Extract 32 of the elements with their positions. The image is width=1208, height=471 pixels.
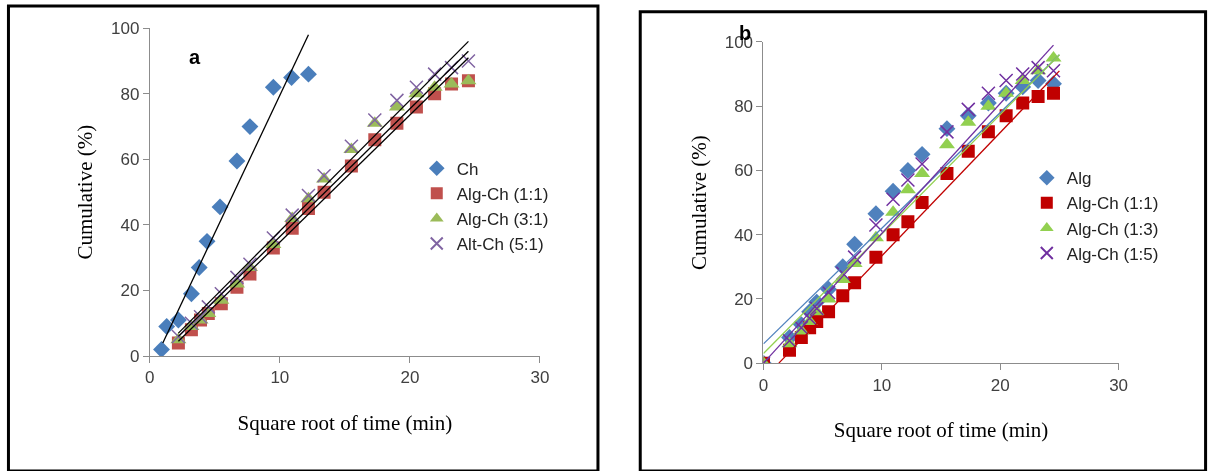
legend-label: Alt-Ch (5:1) [456, 235, 544, 255]
x-axis-title: Square root of time (min) [833, 417, 1049, 442]
y-axis-title: Cumulative (%) [686, 135, 711, 270]
legend-label: Ch [456, 159, 479, 179]
x-tick-label: 10 [270, 368, 290, 388]
y-tick-label: 20 [120, 281, 140, 301]
x-tick-label: 30 [530, 368, 550, 388]
x-tick-label: 0 [758, 375, 769, 395]
legend-label: Alg-Ch (1:1) [456, 185, 549, 204]
annotation: a [189, 46, 201, 68]
y-tick-label: 40 [120, 215, 140, 235]
y-tick-label: 0 [129, 347, 140, 367]
x-axis-title: Square root of time (min) [237, 410, 453, 435]
x-tick-label: 10 [872, 375, 892, 395]
y-tick-label: 80 [120, 84, 140, 104]
legend-label: Alg-Ch (1:3) [1066, 219, 1159, 239]
y-tick-label: 80 [734, 97, 754, 117]
legend-label: Alg-Ch (3:1) [456, 210, 549, 230]
y-tick-label: 60 [120, 150, 140, 170]
y-axis-title: Cumulative (%) [73, 124, 98, 260]
y-tick-label: 40 [734, 225, 754, 245]
x-tick-label: 20 [990, 375, 1010, 395]
x-tick-label: 20 [400, 368, 420, 388]
y-tick-label: 60 [734, 161, 754, 181]
legend-label: Alg [1066, 169, 1092, 189]
y-tick-label: 20 [734, 289, 754, 309]
x-tick-label: 0 [145, 368, 155, 388]
legend-label: Alg-Ch (1:5) [1066, 244, 1159, 264]
y-tick-label: 0 [743, 354, 754, 374]
legend-label: Alg-Ch (1:1) [1066, 194, 1159, 214]
y-tick-label: 100 [111, 19, 140, 39]
x-tick-label: 30 [1109, 375, 1129, 395]
